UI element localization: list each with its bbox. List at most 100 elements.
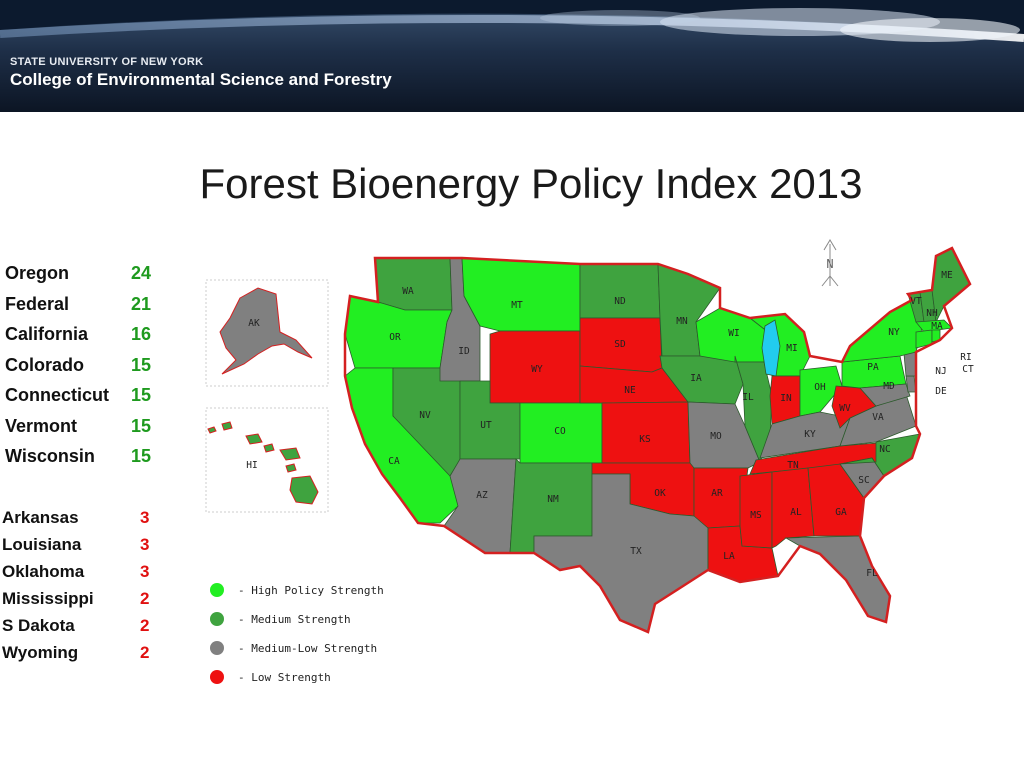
list-item: California 16 <box>5 321 151 352</box>
state-label: AK <box>248 318 260 329</box>
state-name: Oklahoma <box>2 562 85 581</box>
state-score: 2 <box>140 589 150 608</box>
state-label: PA <box>867 362 879 373</box>
state-name: Connecticut <box>5 385 110 405</box>
list-item: Connecticut 15 <box>5 382 151 413</box>
state-MD <box>859 383 911 407</box>
state-DE <box>905 375 917 393</box>
compass-rose-icon <box>821 239 839 287</box>
state-label: MD <box>883 381 895 392</box>
state-score: 24 <box>131 263 152 283</box>
state-label: WV <box>839 403 851 414</box>
state-name: Wyoming <box>2 643 79 662</box>
state-labels: WA OR CA ID NV MT WY UT AZ CO NM ND SD N… <box>388 270 974 579</box>
state-name: Colorado <box>5 354 84 375</box>
state-label: KS <box>639 434 651 445</box>
legend-swatch-low <box>210 670 224 684</box>
state-label: MS <box>750 510 762 521</box>
state-label: TX <box>630 546 642 557</box>
state-label: SC <box>858 475 869 486</box>
state-score: 3 <box>140 562 150 581</box>
state-label: OH <box>814 382 826 393</box>
state-name: Mississippi <box>2 589 94 608</box>
state-label: NM <box>547 494 559 505</box>
state-name: Oregon <box>5 263 70 283</box>
state-label: NY <box>888 327 900 338</box>
state-label: GA <box>835 507 847 518</box>
bottom-states-list: Arkansas 3 Louisiana 3 Oklahoma 3 Mississip… <box>2 506 149 668</box>
state-name: Arkansas <box>2 508 79 527</box>
alaska-inset-frame <box>205 279 329 387</box>
state-label: IN <box>780 393 792 404</box>
college-name: College of Environmental Science and For… <box>10 70 392 89</box>
list-item: Louisiana 3 <box>2 533 149 560</box>
state-label: IL <box>742 392 754 403</box>
state-label: NJ <box>935 366 946 377</box>
state-label: LA <box>723 551 735 562</box>
state-name: S Dakota <box>2 616 75 635</box>
state-label: WA <box>402 286 414 297</box>
state-label: DE <box>935 386 947 397</box>
state-label: AR <box>711 488 723 499</box>
top-states-list: Oregon 24 Federal 21 California 16 Colorado… <box>5 260 151 474</box>
state-MT <box>461 257 581 332</box>
state-FL <box>784 535 891 623</box>
header-banner: STATE UNIVERSITY OF NEW YORK College of … <box>0 0 1024 112</box>
state-name: California <box>5 324 89 344</box>
state-label: MI <box>786 343 797 354</box>
state-ND <box>579 263 661 319</box>
state-label: MN <box>676 316 688 327</box>
legend-label: - Medium Strength <box>238 613 351 626</box>
state-label: IA <box>690 373 702 384</box>
state-label: HI <box>246 460 257 471</box>
legend-label: - Medium-Low Strength <box>238 642 377 655</box>
state-label: MT <box>511 300 523 311</box>
list-item: Wyoming 2 <box>2 641 149 668</box>
state-score: 2 <box>140 616 150 635</box>
state-score: 15 <box>131 446 152 466</box>
state-score: 3 <box>140 508 150 527</box>
state-NY <box>841 299 923 363</box>
state-name: Wisconsin <box>5 446 95 466</box>
map-legend: - High Policy Strength - Medium Strength… <box>210 583 384 684</box>
list-item: Colorado 15 <box>5 352 151 383</box>
state-label: VT <box>910 296 922 307</box>
national-border <box>343 246 972 634</box>
state-MS <box>739 471 773 549</box>
state-label: CA <box>388 456 400 467</box>
compass-label: N <box>826 257 833 271</box>
state-label: SD <box>614 339 626 350</box>
state-label: MO <box>710 431 722 442</box>
legend-label: - Low Strength <box>238 671 331 684</box>
list-item: Federal 21 <box>5 291 151 322</box>
state-label: CO <box>554 426 566 437</box>
state-score: 3 <box>140 535 150 554</box>
state-label: AZ <box>476 490 488 501</box>
state-HI <box>207 421 319 505</box>
hawaii-inset-frame <box>205 407 329 513</box>
state-AK <box>219 287 313 375</box>
list-item: Mississippi 2 <box>2 587 149 614</box>
state-label: NV <box>419 410 431 421</box>
state-name: Vermont <box>5 415 78 436</box>
state-label: KY <box>804 429 816 440</box>
state-label: FL <box>866 568 878 579</box>
state-label: RI <box>960 352 971 363</box>
state-name: Louisiana <box>2 535 82 554</box>
state-label: ND <box>614 296 626 307</box>
legend-swatch-high <box>210 583 224 597</box>
state-label: ME <box>941 270 953 281</box>
state-score: 15 <box>131 354 152 375</box>
us-policy-map: AK HI N <box>205 239 974 684</box>
state-label: TN <box>787 460 799 471</box>
list-item: Arkansas 3 <box>2 506 149 533</box>
institution-name: STATE UNIVERSITY OF NEW YORK <box>10 56 204 68</box>
list-item: Oregon 24 <box>5 260 151 291</box>
legend-swatch-medium <box>210 612 224 626</box>
state-label: NE <box>624 385 636 396</box>
state-label: WI <box>728 328 739 339</box>
state-label: OR <box>389 332 401 343</box>
state-label: NC <box>879 444 890 455</box>
state-score: 16 <box>131 324 152 344</box>
earth-horizon-image <box>0 0 1024 112</box>
